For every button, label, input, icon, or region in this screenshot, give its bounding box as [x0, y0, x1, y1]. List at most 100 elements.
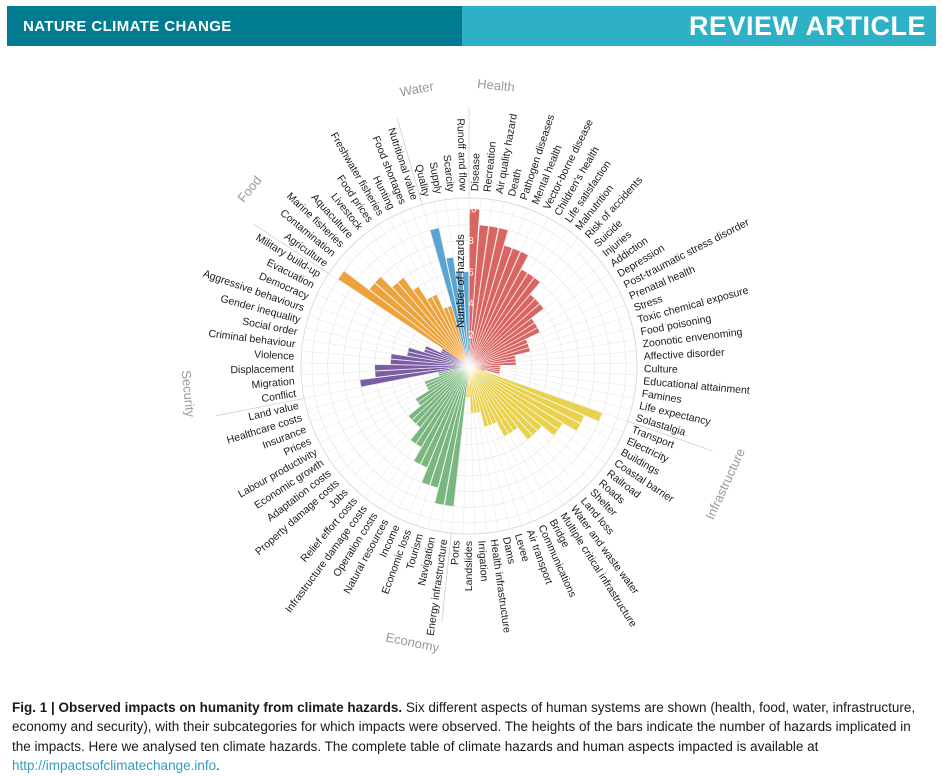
bar: [468, 269, 528, 367]
caption-link[interactable]: http://impactsofclimatechange.info: [12, 758, 217, 774]
bar: [468, 303, 544, 367]
sector-label: Infrastructure: [702, 446, 748, 522]
bar: [421, 365, 470, 486]
radial-bar-chart: HealthInfrastructureEconomySecurityFoodW…: [179, 76, 752, 655]
category-label: Violence: [254, 349, 295, 363]
bar: [429, 365, 470, 488]
bar: [415, 365, 470, 448]
bar: [420, 365, 470, 468]
bar: [468, 365, 581, 432]
category-label: Recreation: [482, 141, 499, 193]
bar: [413, 286, 470, 367]
caption-title: Fig. 1 | Observed impacts on humanity fr…: [12, 699, 403, 715]
bar: [444, 365, 470, 507]
bar: [397, 277, 470, 367]
bar: [429, 227, 470, 367]
bar: [446, 257, 470, 367]
bar: [468, 355, 516, 367]
sector-boundary-line: [253, 223, 329, 274]
category-label: Scarcity: [441, 154, 457, 193]
bar: [425, 365, 470, 388]
bar: [426, 296, 470, 367]
bar: [468, 365, 489, 428]
bar: [447, 305, 470, 367]
article-type-badge: REVIEW ARTICLE: [679, 6, 936, 46]
category-label: Irrigation: [475, 540, 490, 582]
bar: [468, 365, 563, 430]
category-label: Conflict: [261, 388, 298, 405]
bar: [468, 208, 480, 367]
sector-label: Security: [179, 370, 199, 419]
bar: [467, 365, 471, 398]
bar: [468, 365, 493, 426]
bar: [468, 248, 521, 367]
category-label: Disease: [469, 153, 482, 191]
category-label: Culture: [644, 363, 678, 376]
bar: [468, 365, 603, 422]
category-label: Landslides: [463, 541, 475, 591]
bar: [468, 298, 540, 367]
caption-body: Six different aspects of human systems a…: [12, 699, 916, 754]
bar: [468, 365, 478, 414]
axis-title: Number of hazards: [455, 234, 467, 328]
sector-boundary-line: [627, 420, 713, 452]
bar: [468, 365, 497, 425]
bar: [415, 365, 470, 428]
bar: [468, 365, 514, 434]
bar: [426, 365, 470, 391]
bar: [391, 282, 470, 367]
sector-boundary-line: [441, 533, 452, 623]
axis-tick-label: 6: [468, 267, 474, 278]
bar: [417, 365, 470, 407]
bar: [468, 277, 541, 367]
bar: [468, 224, 489, 367]
bar: [468, 365, 533, 440]
journal-name: NATURE CLIMATE CHANGE: [23, 17, 232, 35]
bar: [431, 294, 470, 367]
axis-tick-label: 2: [468, 330, 474, 341]
bar: [413, 365, 470, 465]
category-label: Runoff and flow: [454, 118, 469, 192]
bar: [468, 365, 501, 368]
bar: [455, 271, 470, 367]
bar: [468, 251, 529, 367]
bar: [443, 306, 470, 367]
axis-tick-label: 4: [468, 299, 474, 310]
category-label: Supply: [427, 161, 445, 195]
bar: [468, 227, 509, 367]
bar: [468, 365, 542, 431]
bar: [359, 365, 470, 388]
sector-label: Health: [477, 76, 516, 95]
bar: [462, 271, 470, 367]
header-bar: NATURE CLIMATE CHANGE REVIEW ARTICLE: [7, 6, 936, 46]
sector-boundary-line: [215, 398, 305, 417]
bar: [424, 365, 470, 385]
bar: [374, 276, 470, 367]
bar: [468, 365, 585, 424]
bar: [468, 365, 509, 437]
journal-logo: NATURE CLIMATE CHANGE: [7, 6, 462, 46]
category-label: Ports: [449, 540, 463, 565]
bar: [468, 361, 517, 367]
category-label: Displacement: [230, 363, 294, 376]
figure-caption: Fig. 1 | Observed impacts on humanity fr…: [12, 699, 916, 774]
bar: [468, 365, 481, 413]
bar: [434, 365, 470, 506]
bar: [468, 294, 536, 367]
bar: [468, 339, 528, 367]
bar: [408, 365, 470, 421]
category-label: Dams: [500, 536, 517, 565]
article-type-label: REVIEW ARTICLE: [688, 10, 926, 41]
figure-area: Health Infrastructure Economy Security Food W…: [7, 46, 936, 678]
bar: [468, 365, 475, 414]
bar: [337, 270, 470, 367]
bar: [468, 273, 535, 367]
bar: [415, 365, 470, 403]
bar: [468, 365, 559, 436]
bar: [468, 365, 538, 436]
bar: [374, 365, 470, 378]
category-label: Migration: [251, 375, 295, 391]
bar: [468, 225, 499, 367]
bar: [468, 343, 530, 367]
bar: [468, 347, 531, 367]
